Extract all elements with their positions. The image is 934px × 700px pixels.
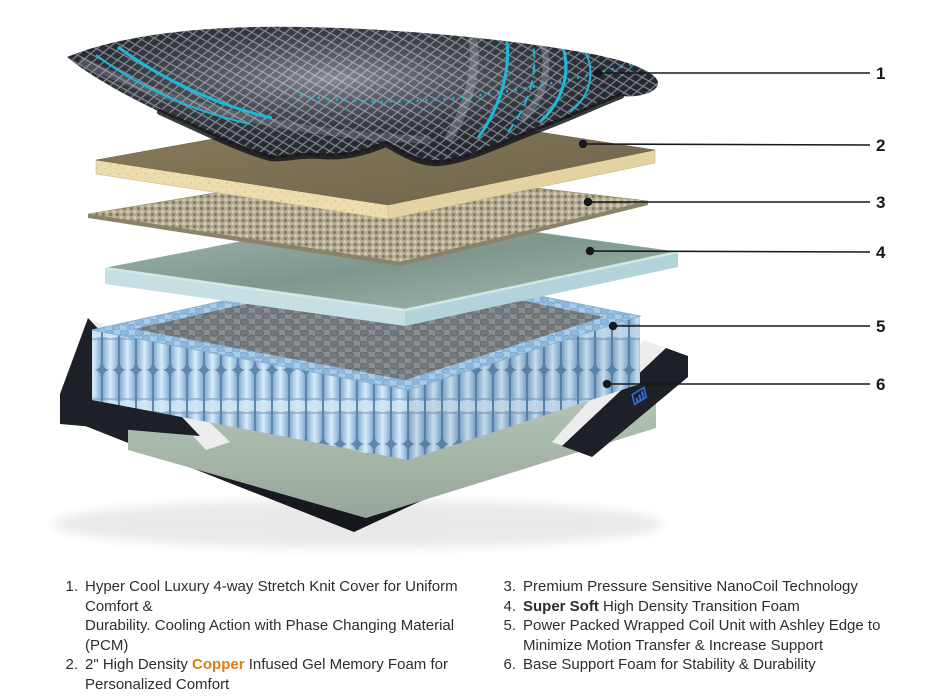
legend-item-text: Premium Pressure Sensitive NanoCoil Tech…	[523, 578, 858, 595]
legend-item: 3. Premium Pressure Sensitive NanoCoil Te…	[496, 577, 896, 597]
mattress-exploded-diagram: 1 2 3 4 5 6	[53, 26, 886, 548]
callout-number: 3	[876, 193, 885, 212]
legend-item-number: 6.	[503, 656, 516, 673]
legend-item: 4. Super Soft High Density Transition Foa…	[496, 597, 896, 617]
callouts: 1 2 3 4 5 6	[578, 64, 886, 394]
legend-item-text: 2" High Density Copper Infused Gel Memor…	[85, 656, 448, 693]
mesh-right-thickness	[400, 201, 648, 266]
legend-column-left: 1. Hyper Cool Luxury 4-way Stretch Knit C…	[58, 577, 490, 694]
transition-foam-left-edge	[105, 268, 405, 326]
legend-item: 5. Power Packed Wrapped Coil Unit with As…	[496, 616, 896, 655]
brand-logo-icon	[631, 386, 648, 406]
legend-item-number: 1.	[65, 578, 78, 595]
legend-item-text: Hyper Cool Luxury 4-way Stretch Knit Cov…	[85, 578, 458, 654]
callout-dot	[585, 246, 595, 256]
coil-front-left-face	[92, 330, 408, 460]
legend-item-number: 2.	[65, 656, 78, 673]
callout-5: 5	[608, 317, 885, 336]
callout-1: 1	[593, 64, 885, 83]
callout-number: 1	[876, 64, 885, 83]
legend-item-text: Base Support Foam for Stability & Durabi…	[523, 656, 816, 673]
legend-item-text: Super Soft High Density Transition Foam	[523, 597, 800, 615]
callout-dot	[593, 68, 603, 78]
callout-dot	[578, 139, 588, 149]
legend-item: 6. Base Support Foam for Stability & Dura…	[496, 655, 896, 675]
callout-number: 4	[876, 243, 886, 262]
transition-foam-edge-highlight	[104, 250, 679, 312]
callout-dot	[608, 321, 618, 331]
legend-column-right: 3. Premium Pressure Sensitive NanoCoil Te…	[496, 577, 896, 694]
legend-item-number: 5.	[503, 617, 516, 634]
legend-item: 2. 2" High Density Copper Infused Gel Mem…	[58, 655, 490, 694]
callout-6: 6	[602, 375, 885, 394]
base-corner-guard-right	[562, 348, 688, 457]
cover-hem-shadow	[157, 93, 624, 167]
legend-item-number: 4.	[503, 597, 516, 615]
legend-item-text: Power Packed Wrapped Coil Unit with Ashl…	[523, 617, 881, 654]
callout-number: 5	[876, 317, 885, 336]
callout-3: 3	[583, 193, 885, 212]
mesh-left-thickness	[88, 214, 400, 266]
callout-dot	[583, 197, 593, 207]
legend-item-number: 3.	[503, 578, 516, 595]
callout-number: 6	[876, 375, 885, 394]
callout-number: 2	[876, 136, 885, 155]
base-trim-right	[552, 340, 670, 452]
callout-dot	[602, 379, 612, 389]
callout-4: 4	[585, 243, 886, 262]
legend-item: 1. Hyper Cool Luxury 4-way Stretch Knit C…	[58, 577, 490, 655]
transition-foam-right-edge	[405, 252, 678, 326]
callout-2: 2	[578, 136, 885, 155]
coil-front-right-shade	[408, 316, 640, 460]
layer-1-knit-cover	[67, 26, 659, 167]
coil-front-right-face	[408, 316, 640, 460]
legend: 1. Hyper Cool Luxury 4-way Stretch Knit C…	[0, 577, 934, 694]
